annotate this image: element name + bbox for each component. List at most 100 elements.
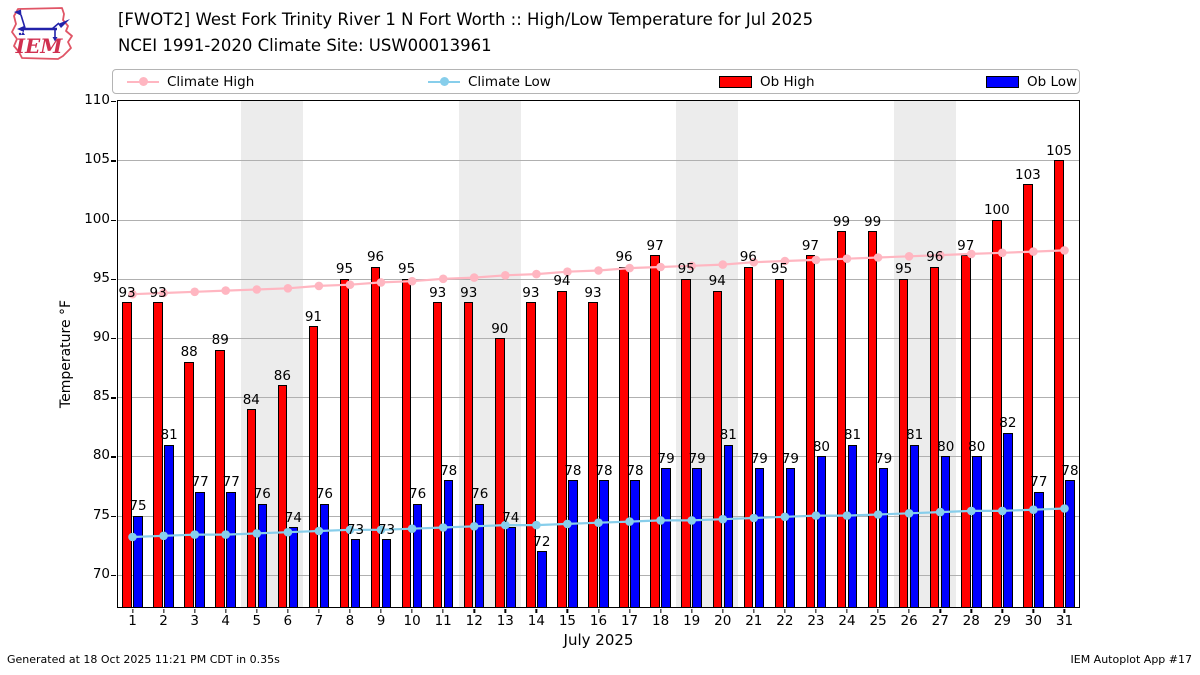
ob-high-bar (122, 302, 132, 608)
ob-low-bar (661, 468, 671, 608)
ob-low-bar (568, 480, 578, 608)
ob-low-bar (133, 515, 143, 608)
ob-low-value-label: 77 (1030, 474, 1048, 491)
ob-high-value-label: 90 (491, 320, 509, 337)
ob-low-bar (443, 480, 454, 608)
ob-low-bar (1065, 480, 1075, 608)
x-tick-mark (318, 609, 320, 613)
climate-low-line-marker (283, 527, 293, 537)
x-tick-mark (442, 609, 444, 613)
climate-low-line-marker (873, 510, 883, 519)
x-tick-mark (815, 609, 817, 613)
climate-low-line-marker (749, 513, 759, 523)
climate-high-line-marker (780, 256, 790, 266)
ob-high-value-label: 93 (429, 284, 447, 301)
climate-high-line-marker (594, 266, 603, 275)
x-tick-label: 3 (190, 613, 199, 629)
x-tick-label: 2 (159, 613, 168, 629)
ob-low-value-label: 77 (191, 474, 209, 491)
ob-high-value-label: 105 (1046, 142, 1072, 159)
ob-high-bar (277, 385, 288, 608)
ob-low-value-label: 74 (502, 509, 520, 526)
climate-low-line-marker (314, 526, 324, 536)
climate-low-line-marker (718, 514, 728, 524)
legend-item-label: Climate High (167, 73, 255, 90)
climate-low-line-marker (625, 517, 634, 526)
climate-low-line-marker (811, 511, 821, 520)
climate-low-line-marker (1029, 505, 1038, 514)
ob-high-bar (1054, 160, 1064, 608)
y-tick-label: 75 (92, 506, 110, 523)
climate-low-line-marker (842, 511, 852, 520)
x-tick-mark (1032, 609, 1035, 613)
ob-low-bar (537, 551, 547, 608)
ob-high-bar (339, 278, 350, 608)
climate-low-line-marker (190, 530, 199, 539)
legend-rect-swatch (986, 75, 1019, 88)
x-tick-label: 6 (283, 613, 293, 629)
climate-high-line-marker (1060, 246, 1069, 255)
ob-low-bar (816, 456, 827, 608)
legend-rect-swatch (719, 75, 752, 88)
x-tick-mark (349, 609, 351, 613)
climate-high-line-marker (283, 284, 293, 293)
ob-low-bar (164, 444, 174, 608)
ob-high-value-label: 99 (832, 213, 851, 230)
ob-high-value-label: 95 (398, 261, 416, 278)
y-tick-mark (111, 574, 116, 577)
legend-item-label: Ob High (760, 73, 815, 90)
x-axis-label: July 2025 (563, 631, 634, 649)
ob-high-value-label: 93 (584, 284, 602, 301)
climate-high-line-marker (469, 273, 479, 282)
climate-low-line-marker (594, 518, 603, 527)
chart-title: [FWOT2] West Fork Trinity River 1 N Fort… (118, 7, 813, 58)
climate-high-line-marker (221, 286, 230, 295)
ob-high-bar (308, 326, 319, 608)
gridline (117, 278, 1080, 280)
ob-high-bar (836, 231, 847, 608)
x-tick-label: 24 (838, 613, 856, 629)
ob-low-bar (257, 503, 268, 608)
ob-low-value-label: 78 (440, 462, 458, 479)
x-tick-label: 15 (558, 613, 577, 629)
x-tick-label: 31 (1055, 613, 1074, 629)
ob-low-value-label: 78 (626, 462, 644, 479)
ob-high-bar (370, 266, 381, 608)
gridline (117, 219, 1080, 221)
y-tick-mark (111, 338, 116, 340)
ob-high-value-label: 95 (335, 261, 354, 278)
ob-high-bar (898, 278, 909, 608)
climate-low-line-marker (1060, 504, 1069, 513)
logo-text: IEM (15, 34, 64, 58)
weather-vane-icon (14, 9, 70, 42)
ob-high-bar (743, 266, 754, 608)
x-tick-mark (753, 609, 755, 613)
ob-low-value-label: 78 (595, 462, 613, 479)
x-tick-mark (877, 609, 879, 613)
ob-low-bar (1003, 432, 1013, 608)
ob-low-bar (1034, 491, 1044, 608)
climate-low-line-marker (407, 524, 417, 533)
climate-low-line-marker (128, 532, 137, 542)
ob-high-bar (929, 266, 940, 608)
ob-low-value-label: 75 (129, 498, 147, 515)
x-tick-label: 4 (221, 613, 231, 629)
ob-low-value-label: 79 (750, 450, 768, 467)
x-tick-mark (908, 609, 910, 613)
ob-high-value-label: 95 (770, 261, 788, 278)
x-tick-mark (784, 609, 786, 613)
y-tick-mark (111, 101, 116, 103)
ob-low-bar (847, 444, 858, 608)
ob-low-bar (288, 527, 299, 608)
ob-low-bar (319, 503, 330, 608)
x-tick-mark (691, 609, 693, 613)
climate-low-line-marker (935, 507, 945, 517)
footer-app-text: IEM Autoplot App #17 (1070, 653, 1193, 666)
ob-low-value-label: 79 (688, 450, 706, 467)
ob-high-bar (526, 302, 536, 608)
climate-low-line-marker (780, 512, 790, 522)
legend-line-swatch (127, 76, 159, 87)
climate-high-line-marker (811, 255, 821, 265)
x-tick-label: 16 (589, 613, 608, 629)
climate-high-line-marker (625, 263, 634, 273)
